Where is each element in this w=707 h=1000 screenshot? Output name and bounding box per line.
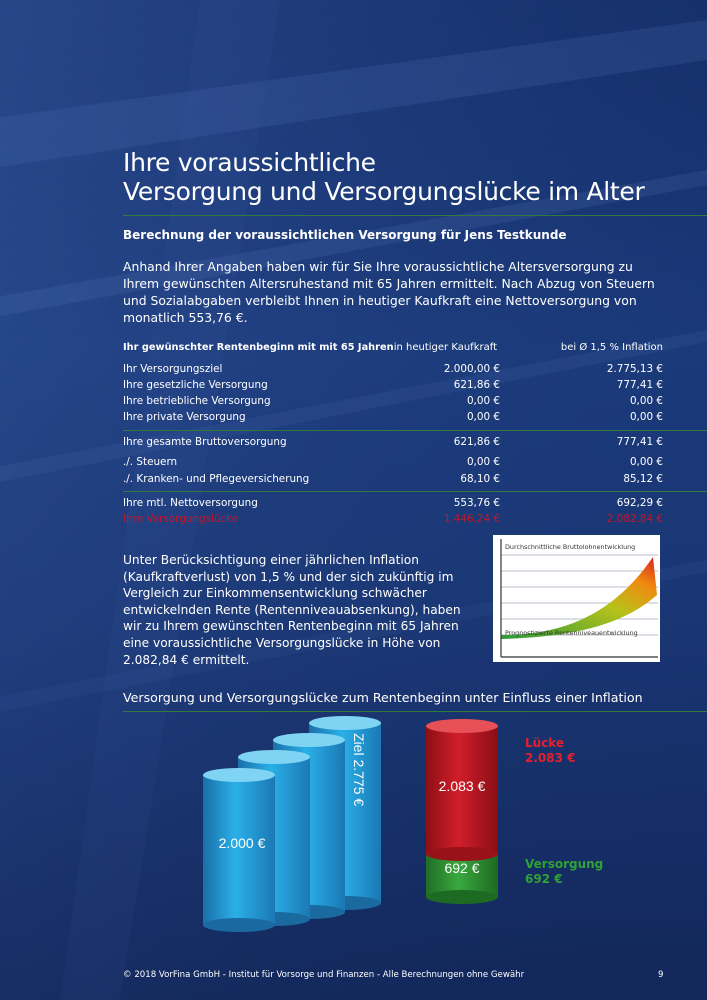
table-row: ./. Steuern 0,00 € 0,00 € <box>123 456 663 472</box>
page-title-line1: Ihre voraussichtliche <box>123 148 376 177</box>
row-value-inflation: 0,00 € <box>629 395 663 407</box>
row-label: Ihre gesamte Bruttoversorgung <box>123 436 287 448</box>
legend-gap: Lücke 2.083 € <box>525 736 575 766</box>
legend-supply-value: 692 € <box>525 872 563 886</box>
row-label: Ihre mtl. Nettoversorgung <box>123 497 258 509</box>
cylinder-start <box>203 768 275 932</box>
row-value-today: 553,76 € <box>453 497 500 509</box>
row-value-inflation: 692,29 € <box>616 497 663 509</box>
table-header-label: Ihr gewünschter Rentenbeginn mit mit 65 … <box>123 342 394 353</box>
row-label: Ihre betriebliche Versorgung <box>123 395 271 407</box>
start-value-label: 2.000 € <box>219 835 266 851</box>
legend-gap-value: 2.083 € <box>525 751 576 765</box>
row-value-today: 0,00 € <box>466 411 500 423</box>
gap-value-label: 2.083 € <box>439 778 486 794</box>
mini-chart-top-label: Durchschnittliche Bruttolohnentwicklung <box>505 543 635 551</box>
cylinder-chart: 2.000 € Ziel 2.775 € 2.083 € 692 € <box>203 716 498 932</box>
table-header-today: in heutiger Kaufkraft <box>393 342 497 353</box>
table-row: Ihre gesetzliche Versorgung 621,86 € 777… <box>123 379 663 395</box>
row-value-inflation: 2.082,84 € <box>606 513 663 525</box>
table-row: Ihre private Versorgung 0,00 € 0,00 € <box>123 411 663 427</box>
row-label: Ihre gesetzliche Versorgung <box>123 379 268 391</box>
row-label: Ihre Versorgungslücke <box>123 513 239 525</box>
row-value-today: 0,00 € <box>466 456 500 468</box>
row-value-inflation: 2.775,13 € <box>606 363 663 375</box>
table-row: Ihr Versorgungsziel 2.000,00 € 2.775,13 … <box>123 363 663 379</box>
trend-mini-chart: Durchschnittliche Bruttolohnentwicklung … <box>493 535 660 662</box>
table-row: ./. Kranken- und Pflegeversicherung 68,1… <box>123 473 663 489</box>
supply-value-label: 692 € <box>444 860 479 876</box>
row-label: Ihr Versorgungsziel <box>123 363 223 375</box>
row-value-inflation: 777,41 € <box>616 436 663 448</box>
row-value-inflation: 85,12 € <box>623 473 663 485</box>
intro-paragraph: Anhand Ihrer Angaben haben wir für Sie I… <box>123 259 655 325</box>
divider <box>123 711 707 712</box>
footer-text: © 2018 VorFina GmbH - Institut für Vorso… <box>123 970 525 980</box>
row-label: ./. Kranken- und Pflegeversicherung <box>123 473 310 485</box>
legend-gap-title: Lücke <box>525 736 565 750</box>
table-header-row: Ihr gewünschter Rentenbeginn mit mit 65 … <box>123 342 663 358</box>
gap-cylinder <box>426 719 498 904</box>
row-value-inflation: 777,41 € <box>616 379 663 391</box>
inflation-paragraph: Unter Berücksichtigung einer jährlichen … <box>123 553 461 667</box>
legend-supply-title: Versorgung <box>525 857 604 871</box>
row-value-today: 621,86 € <box>453 436 500 448</box>
table-row: Ihre mtl. Nettoversorgung 553,76 € 692,2… <box>123 497 663 513</box>
row-value-today: 2.000,00 € <box>443 363 500 375</box>
table-row-gap: Ihre Versorgungslücke 1.446,24 € 2.082,8… <box>123 513 663 529</box>
divider <box>123 215 707 216</box>
table-divider <box>123 430 707 431</box>
page-title: Ihre voraussichtliche Versorgung und Ver… <box>123 148 645 206</box>
row-value-today: 0,00 € <box>466 395 500 407</box>
mini-chart-bottom-label: Prognostizierte Rentenniveauentwicklung <box>505 629 638 637</box>
row-value-today: 1.446,24 € <box>443 513 500 525</box>
row-value-inflation: 0,00 € <box>629 456 663 468</box>
table-row: Ihre betriebliche Versorgung 0,00 € 0,00… <box>123 395 663 411</box>
table-divider <box>123 491 707 492</box>
table-row: Ihre gesamte Bruttoversorgung 621,86 € 7… <box>123 436 663 452</box>
target-value-label: Ziel 2.775 € <box>351 733 367 806</box>
row-label: ./. Steuern <box>123 456 178 468</box>
row-value-today: 621,86 € <box>453 379 500 391</box>
section-subtitle: Berechnung der voraussichtlichen Versorg… <box>123 228 567 242</box>
cylinder-section-title: Versorgung und Versorgungslücke zum Rent… <box>123 690 643 705</box>
table-header-inflation: bei Ø 1,5 % Inflation <box>560 342 663 353</box>
row-label: Ihre private Versorgung <box>123 411 246 423</box>
row-value-inflation: 0,00 € <box>629 411 663 423</box>
legend-supply: Versorgung 692 € <box>525 857 603 887</box>
page-number: 9 <box>658 970 664 980</box>
row-value-today: 68,10 € <box>460 473 500 485</box>
page-title-line2: Versorgung und Versorgungslücke im Alter <box>123 177 645 206</box>
